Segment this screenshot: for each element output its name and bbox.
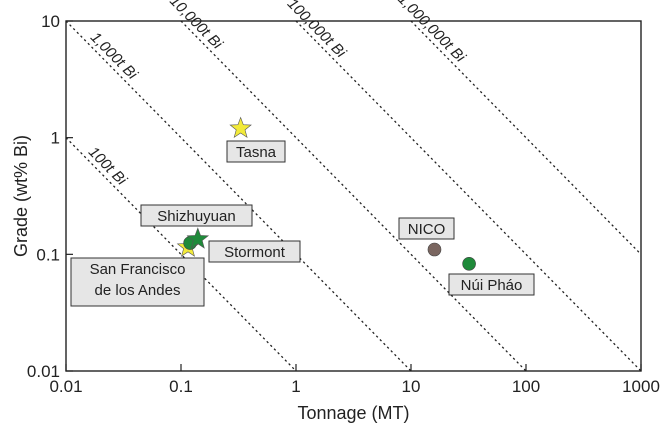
x-tick-label: 1000 (622, 377, 660, 396)
label-box (70, 257, 205, 307)
label-box (140, 204, 253, 227)
data-point-circle (462, 256, 476, 271)
isoline (180, 20, 527, 372)
x-axis-title: Tonnage (MT) (297, 403, 409, 423)
x-tick-label: 0.1 (169, 377, 193, 396)
data-point-circle (427, 242, 442, 257)
data-point-star (186, 227, 210, 249)
x-tick-label: 0.01 (49, 377, 82, 396)
plot-frame (65, 20, 642, 372)
y-tick-label: 1 (51, 129, 60, 148)
isoline (65, 20, 412, 372)
point-label: Shizhuyuan (157, 208, 235, 225)
label-box (448, 273, 535, 296)
point-label: NICO (408, 221, 446, 238)
y-axis-title: Grade (wt% Bi) (11, 135, 31, 257)
y-tick-label: 10 (41, 12, 60, 31)
label-box (226, 140, 286, 163)
point-label: Tasna (236, 144, 277, 161)
label-box (398, 217, 455, 240)
y-tick-label: 0.1 (36, 245, 60, 264)
point-label: de los Andes (95, 282, 181, 299)
label-box (208, 240, 301, 263)
isoline (295, 20, 642, 372)
x-tick-label: 10 (402, 377, 421, 396)
data-point-star (229, 116, 252, 139)
point-label: Núi Pháo (461, 277, 523, 294)
y-tick-label: 0.01 (27, 362, 60, 381)
x-tick-label: 100 (512, 377, 540, 396)
point-label: Stormont (224, 244, 286, 261)
point-label: San Francisco (90, 261, 186, 278)
x-tick-label: 1 (291, 377, 300, 396)
